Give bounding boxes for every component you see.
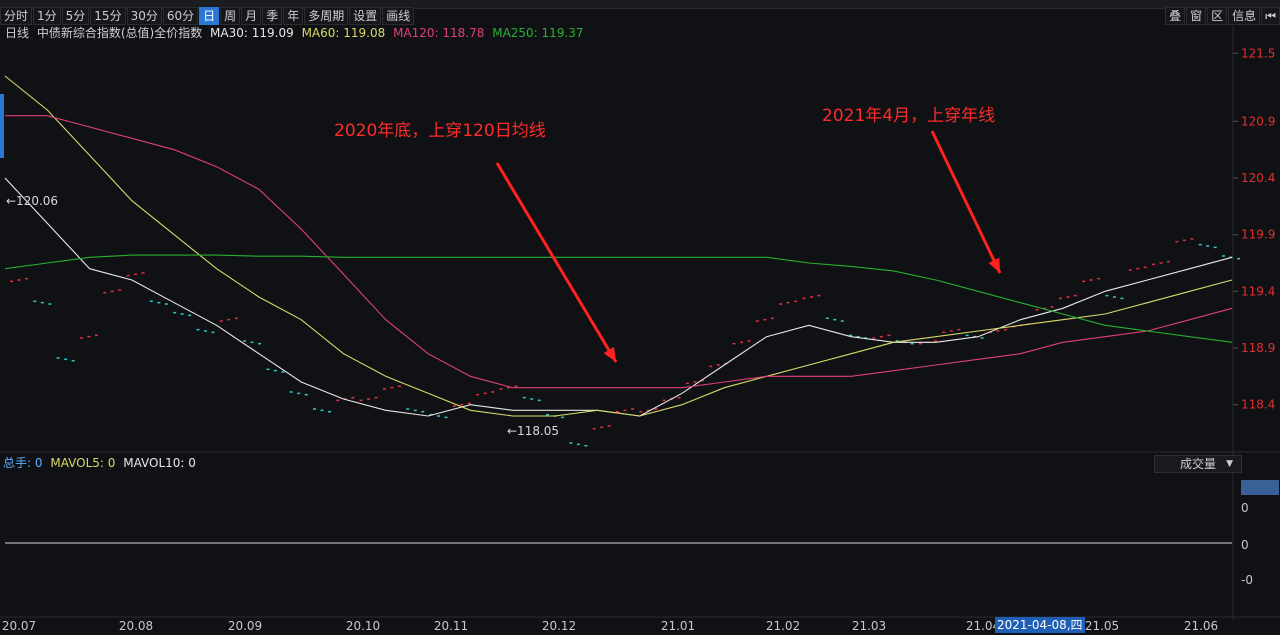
x-tick-label-11: 21.06	[1184, 619, 1218, 633]
period-button-4[interactable]: 30分	[126, 7, 162, 25]
period-button-10[interactable]: 年	[283, 7, 304, 25]
period-toolbar: 分时 1分 5分 15分 30分 60分日周月季年多周期 设置 画线	[0, 7, 1280, 25]
y-tick-label-6: 118.4	[1241, 398, 1275, 412]
period-button-1[interactable]: 1分	[33, 7, 61, 25]
period-button-3[interactable]: 15分	[90, 7, 126, 25]
period-button-13[interactable]: 画线	[382, 7, 415, 25]
period-button-12[interactable]: 设置	[349, 7, 382, 25]
period-button-0[interactable]: 分时	[0, 7, 33, 25]
y-tick-label-1: 120.9	[1241, 114, 1275, 128]
x-tick-label-7: 21.02	[766, 619, 800, 633]
x-tick-label-0: 20.07	[2, 619, 36, 633]
y-tick-label-2: 120.4	[1241, 171, 1275, 185]
x-tick-label-8: 21.03	[852, 619, 886, 633]
y-tick-label-0: 121.5	[1241, 46, 1275, 60]
legend-ma250: MA250: 119.37	[492, 26, 584, 40]
y-tick-label-4: 119.4	[1241, 284, 1275, 298]
top-strip	[0, 0, 1280, 9]
arrow-120ma-shaft	[495, 162, 618, 363]
annotation-year-line-cross: 2021年4月，上穿年线	[822, 106, 995, 126]
tool-button-3[interactable]: 信息	[1228, 7, 1261, 25]
y-tick-label-3: 119.9	[1241, 228, 1275, 242]
arrow-year-line-shaft	[930, 130, 1002, 274]
ma-line-ma60	[4, 75, 1233, 417]
volume-tick-1: 0	[1241, 501, 1249, 515]
tool-button-1[interactable]: 窗	[1186, 7, 1207, 25]
legend-ma30: MA30: 119.09	[210, 26, 294, 40]
tool-button-2[interactable]: 区	[1207, 7, 1228, 25]
annotation-120ma-cross: 2020年底，上穿120日均线	[334, 121, 546, 141]
period-button-6[interactable]: 日	[199, 7, 220, 25]
x-tick-label-1: 20.08	[119, 619, 153, 633]
x-tick-label-5: 20.12	[542, 619, 576, 633]
ma-legend: 日线 中债新综合指数(总值)全价指数 MA30: 119.09 MA60: 11…	[5, 26, 588, 41]
toolbar-right-tools: 叠窗区信息 ⏮	[1164, 7, 1280, 25]
volume-total-label: 总手:	[3, 456, 32, 470]
x-tick-label-3: 20.10	[346, 619, 380, 633]
x-tick-label-6: 21.01	[661, 619, 695, 633]
arrow-year-line-head	[988, 257, 1000, 273]
x-tick-label-10: 21.05	[1085, 619, 1119, 633]
chevron-down-icon: ▼	[1226, 459, 1233, 469]
period-button-7[interactable]: 周	[220, 7, 241, 25]
low-marker: ←118.05	[507, 424, 559, 438]
legend-ma120: MA120: 118.78	[393, 26, 485, 40]
volume-mavol5: MAVOL5: 0	[50, 456, 116, 470]
volume-value-highlight	[1241, 480, 1279, 495]
volume-total: 0	[34, 456, 43, 470]
x-tick-label-4: 20.11	[434, 619, 468, 633]
volume-mavol10: MAVOL10: 0	[123, 456, 196, 470]
high-marker: ←120.06	[6, 194, 58, 208]
indicator-select-value: 成交量	[1179, 457, 1216, 471]
x-tick-label-2: 20.09	[228, 619, 262, 633]
legend-ma60: MA60: 119.08	[301, 26, 386, 40]
arrow-120ma-head	[603, 346, 616, 362]
crosshair-date-tag: 2021-04-08,四	[995, 617, 1085, 633]
period-button-5[interactable]: 60分	[162, 7, 199, 25]
ma-line-ma250	[4, 254, 1233, 343]
legend-period: 日线	[5, 26, 30, 40]
left-scroll-indicator[interactable]	[0, 94, 4, 158]
volume-tick-3: -0	[1241, 573, 1253, 587]
period-button-9[interactable]: 季	[262, 7, 283, 25]
volume-tick-2: 0	[1241, 538, 1249, 552]
tool-button-0[interactable]: 叠	[1165, 7, 1186, 25]
ma-line-ma30	[4, 177, 1233, 417]
period-button-11[interactable]: 多周期	[304, 7, 349, 25]
legend-index-name: 中债新综合指数(总值)全价指数	[36, 26, 203, 40]
indicator-select[interactable]: 成交量 ▼	[1154, 455, 1242, 473]
ma-line-ma120	[5, 115, 1233, 389]
period-button-2[interactable]: 5分	[61, 7, 90, 25]
volume-legend: 总手: 0 MAVOL5: 0 MAVOL10: 0	[3, 456, 200, 470]
x-tick-label-9: 21.04	[966, 619, 1000, 633]
y-tick-label-5: 118.9	[1241, 341, 1275, 355]
period-button-8[interactable]: 月	[241, 7, 262, 25]
